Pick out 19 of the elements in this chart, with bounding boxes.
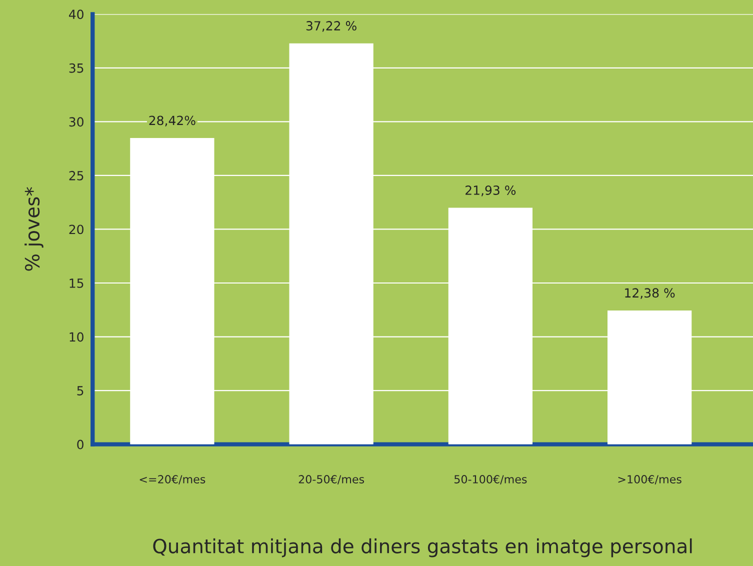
y-tick-label: 25 xyxy=(69,170,84,180)
y-tick-label: 0 xyxy=(77,440,84,450)
x-tick-label: <=20€/mes xyxy=(140,475,206,484)
data-label: 28,42% xyxy=(149,116,196,126)
x-tick-label: 50-100€/mes xyxy=(454,475,527,484)
y-tick-label: 5 xyxy=(77,386,84,396)
y-tick-label: 15 xyxy=(70,278,84,288)
y-tick-label: 40 xyxy=(68,10,84,20)
y-tick-label: 30 xyxy=(69,117,84,127)
y-axis-title: % joves* xyxy=(24,187,44,271)
data-label: 12,38 % xyxy=(625,288,675,299)
y-tick-label: 20 xyxy=(69,224,84,234)
data-label: 37,22 % xyxy=(306,21,356,32)
y-tick-label: 35 xyxy=(69,63,84,73)
x-tick-label: >100€/mes xyxy=(618,475,682,484)
x-axis-title: Quantitat mitjana de diners gastats en imatge personal xyxy=(153,538,692,558)
data-label: 21,93 % xyxy=(466,185,516,196)
y-tick-label: 10 xyxy=(70,332,84,342)
x-tick-label: 20-50€/mes xyxy=(298,475,364,484)
